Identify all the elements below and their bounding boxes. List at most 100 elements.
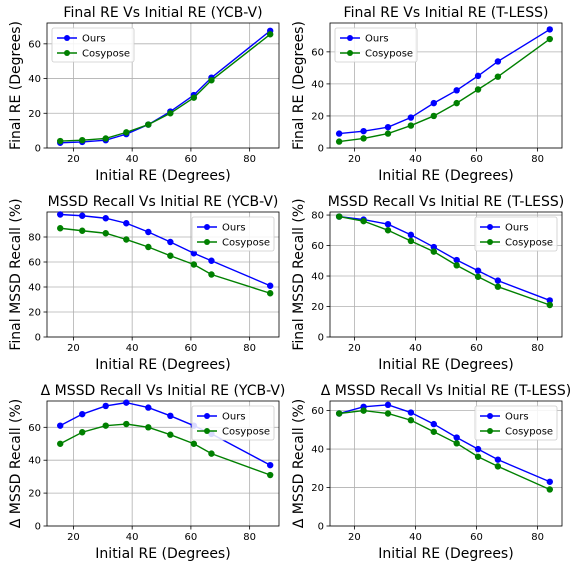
data-point — [123, 236, 130, 243]
data-point — [430, 248, 437, 255]
data-point — [57, 422, 64, 429]
data-point — [190, 261, 198, 268]
data-point — [430, 112, 437, 120]
series-ours — [335, 26, 553, 137]
legend: Ours Cosypose — [334, 27, 418, 63]
subplot-3: 20 40 60 80 0 20 40 60 80 MSSD Recall Vs Initial … — [8, 194, 280, 373]
x-tick-label: 60 — [470, 343, 483, 354]
data-point — [430, 428, 437, 435]
y-tick-label: 60 — [28, 39, 41, 50]
x-tick-label: 60 — [470, 154, 483, 165]
y-tick-label: 60 — [311, 406, 324, 417]
y-tick-label: 0 — [35, 333, 41, 344]
legend-swatch-marker — [204, 239, 210, 245]
x-tick-label: 20 — [348, 343, 361, 354]
y-tick-label: 40 — [28, 456, 41, 467]
data-point — [102, 422, 109, 429]
subplot-6: 20 40 60 80 0 20 40 60 Δ MSSD Recall Vs Initial … — [291, 383, 571, 562]
data-point — [79, 429, 86, 436]
data-point — [494, 463, 502, 470]
y-axis-label: Δ MSSD Recall (%) — [8, 399, 24, 529]
legend-label: Cosypose — [505, 238, 553, 249]
x-tick-label: 60 — [185, 154, 198, 165]
data-point — [453, 256, 460, 264]
data-point — [145, 228, 152, 236]
data-point — [266, 471, 274, 479]
series-cosypose — [57, 420, 274, 479]
legend-swatch-marker — [487, 239, 493, 245]
data-point — [384, 123, 392, 131]
x-tick-label: 20 — [348, 532, 361, 543]
x-axis-label: Initial RE (Degrees) — [95, 357, 230, 373]
data-point — [494, 456, 502, 463]
data-point — [208, 271, 215, 278]
data-point — [266, 290, 274, 297]
y-axis-label: Δ MSSD Recall (%) — [291, 399, 307, 529]
y-tick-label: 0 — [318, 144, 324, 155]
data-point — [102, 215, 109, 222]
data-point — [123, 420, 130, 428]
legend-label: Cosypose — [365, 49, 413, 60]
plot-frame — [46, 211, 280, 338]
y-tick-label: 80 — [28, 233, 41, 244]
data-point — [546, 478, 553, 485]
x-axis-label: Initial RE (Degrees) — [95, 546, 230, 562]
data-point — [360, 127, 367, 135]
data-point — [208, 257, 215, 264]
x-tick-label: 60 — [185, 532, 198, 543]
data-point — [79, 410, 86, 418]
data-point — [266, 282, 274, 289]
y-tick-label: 60 — [311, 241, 324, 252]
legend-swatch-marker — [347, 35, 353, 41]
x-tick-label: 80 — [531, 532, 544, 543]
x-tick-label: 60 — [470, 532, 483, 543]
legend-swatch-marker — [64, 50, 70, 56]
y-axis-label: Final MSSD Recall (%) — [8, 198, 24, 350]
x-axis-label: Initial RE (Degrees) — [378, 546, 513, 562]
y-tick-label: 40 — [311, 79, 324, 90]
legend-swatch-marker — [487, 413, 493, 419]
data-point — [474, 86, 482, 93]
data-point — [57, 225, 64, 232]
legend-label: Cosypose — [82, 49, 130, 60]
data-point — [145, 424, 152, 431]
series-ours — [57, 211, 274, 289]
y-tick-label: 0 — [35, 144, 41, 155]
data-point — [407, 237, 415, 245]
x-axis-label: Initial RE (Degrees) — [95, 168, 230, 184]
y-tick-label: 60 — [28, 258, 41, 269]
data-point — [102, 230, 109, 237]
series-cosypose — [335, 35, 553, 145]
data-point — [335, 410, 343, 417]
legend-label: Ours — [222, 412, 246, 423]
data-point — [167, 110, 174, 117]
data-point — [384, 227, 392, 234]
y-axis-label: Final RE (Degrees) — [8, 21, 24, 150]
data-point — [546, 26, 553, 33]
x-tick-label: 20 — [348, 154, 361, 165]
legend-swatch-marker — [204, 224, 210, 230]
data-point — [430, 99, 437, 107]
data-point — [546, 35, 553, 43]
data-point — [208, 77, 215, 84]
legend-swatch-marker — [347, 50, 353, 56]
subplot-title: Δ MSSD Recall Vs Initial RE (T-LESS) — [321, 383, 572, 399]
data-point — [494, 58, 502, 65]
data-point — [145, 243, 152, 251]
data-point — [453, 262, 460, 269]
plot-frame — [46, 22, 280, 149]
y-tick-label: 20 — [311, 483, 324, 494]
x-axis-label: Initial RE (Degrees) — [378, 168, 513, 184]
data-point — [190, 94, 198, 101]
data-point — [79, 227, 86, 234]
data-point — [546, 297, 553, 304]
y-tick-label: 60 — [28, 423, 41, 434]
data-point — [335, 130, 343, 137]
plot-frame — [329, 22, 563, 149]
legend: Ours Cosypose — [191, 216, 275, 252]
series-cosypose — [57, 225, 274, 297]
x-tick-label: 20 — [67, 343, 80, 354]
data-point — [474, 445, 482, 453]
data-point — [79, 212, 86, 219]
